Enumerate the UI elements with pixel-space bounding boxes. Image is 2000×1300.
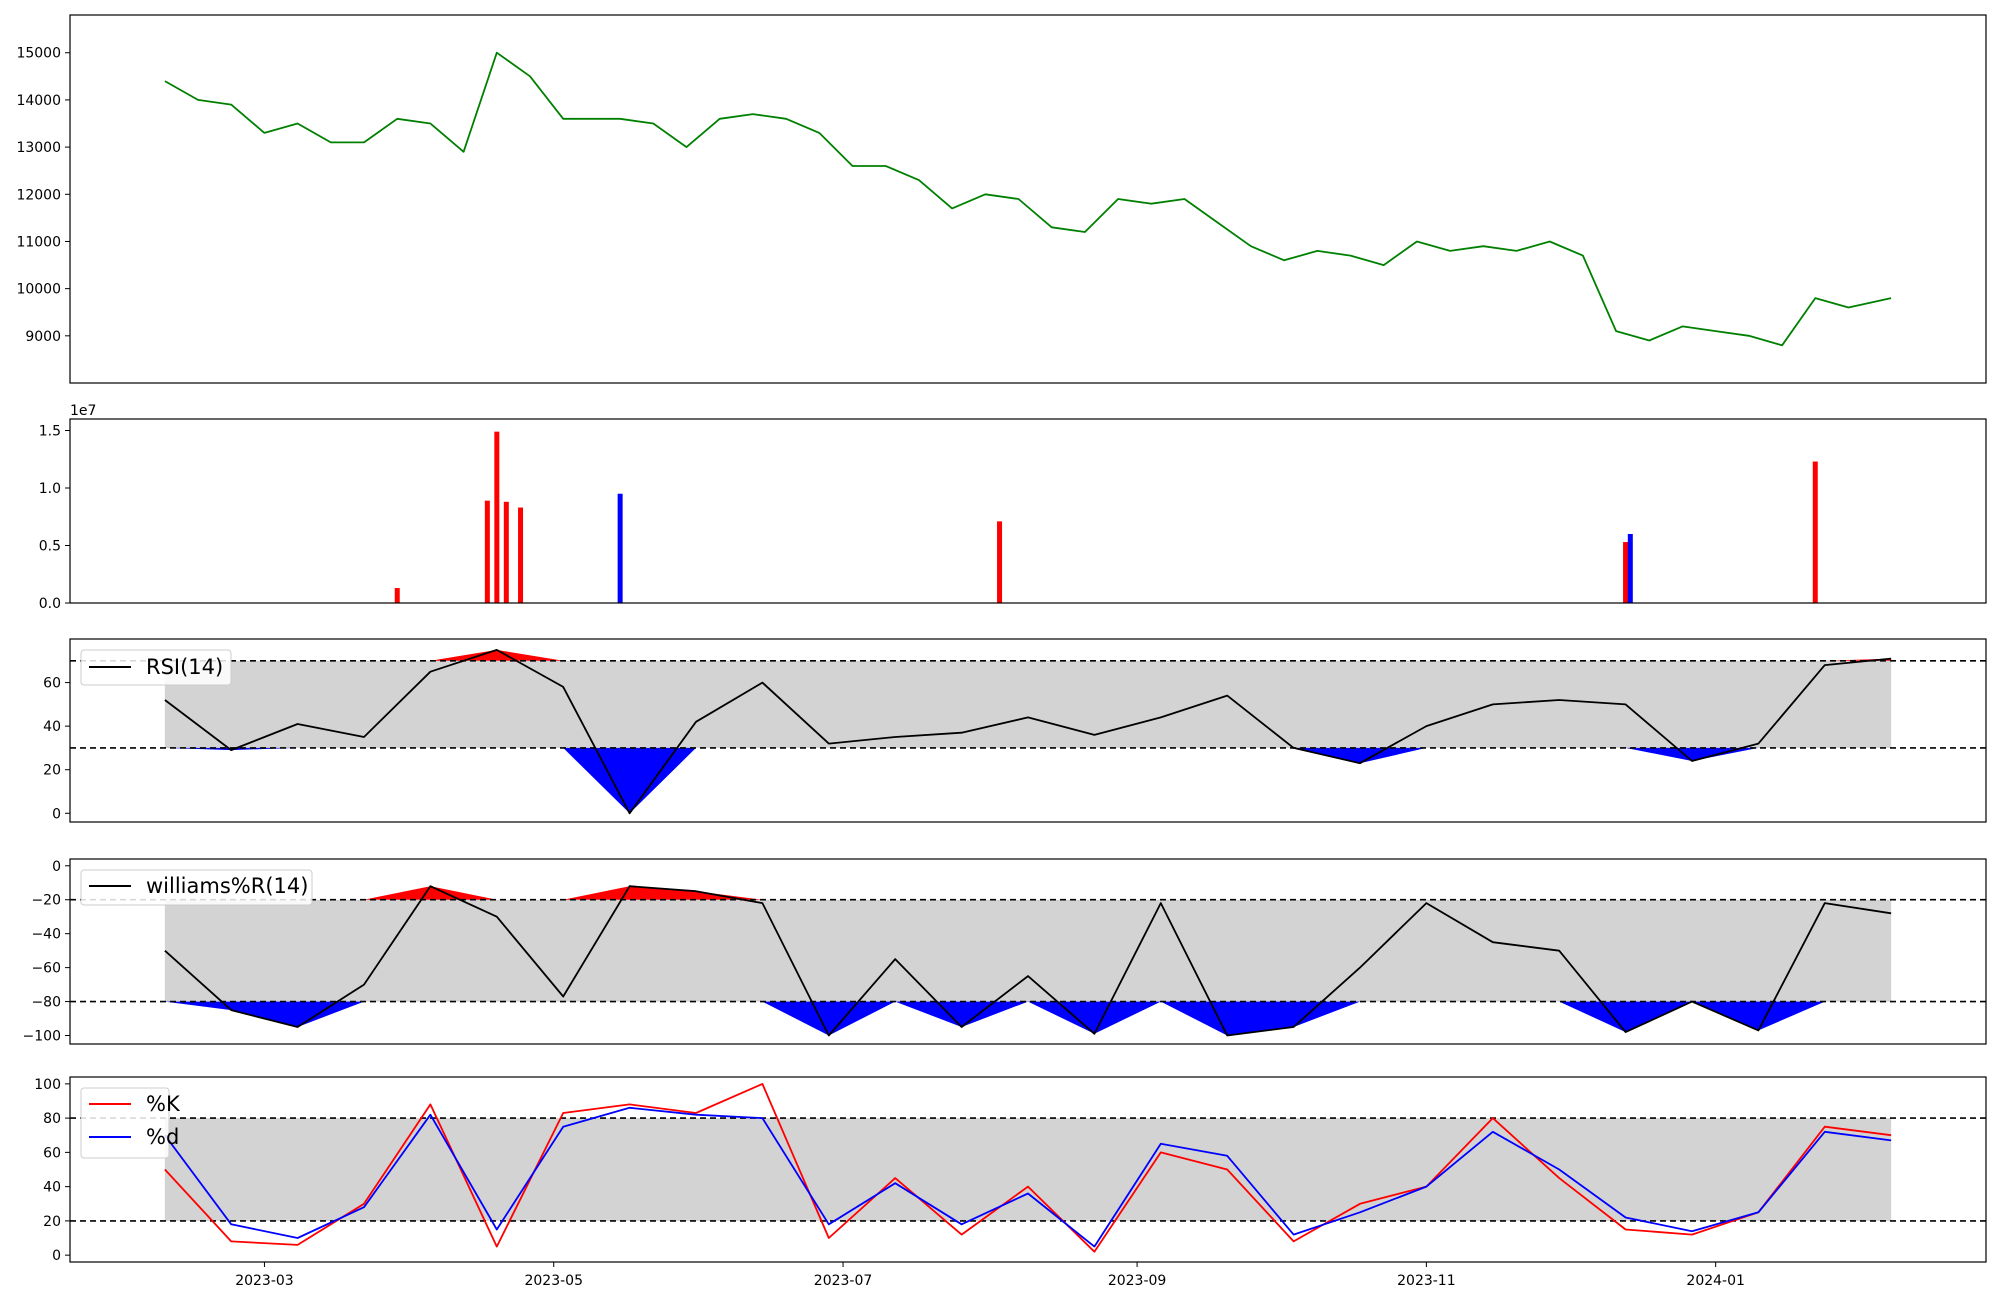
williams-overbought-fill	[164, 886, 1892, 900]
volume-y-tick-label: 1.0	[39, 481, 61, 497]
x-tick-label: 2023-09	[1108, 1273, 1167, 1289]
stochastic-legend-box	[80, 1087, 170, 1159]
stochastic-series-line-1	[164, 1106, 1892, 1248]
williams-axes-frame	[69, 858, 1987, 1045]
volume-bar	[997, 521, 1003, 603]
volume-y-tick-label: 0.5	[39, 539, 61, 555]
volume-axes-background	[70, 419, 1986, 603]
rsi-plot	[70, 649, 1986, 815]
stochastic-y-tick-label: 0	[52, 1248, 61, 1264]
stochastic-plot	[70, 1083, 1986, 1253]
volume-y-ticks: 0.0 0.5 1.0 1.5	[39, 424, 70, 612]
volume-bar	[484, 500, 490, 603]
rsi-legend-label: RSI(14)	[146, 655, 223, 679]
williams-legend-label: williams%R(14)	[146, 874, 308, 898]
price-y-tick-label: 12000	[16, 187, 61, 203]
volume-plot	[394, 431, 1818, 603]
price-axes-background	[70, 15, 1986, 383]
price-y-tick-label: 11000	[16, 234, 61, 250]
rsi-series-line-0	[164, 649, 1892, 815]
stochastic-axes-frame	[69, 1076, 1987, 1263]
volume-bar	[1623, 542, 1629, 603]
volume-bar	[1812, 461, 1818, 603]
williams-y-tick-label: −20	[31, 893, 61, 909]
x-axis-ticks: 2023-03 2023-05 2023-07 2023-09 2023-11 2024-…	[235, 1262, 1745, 1289]
stochastic-y-ticks: 0 20 40 60 80 100	[34, 1077, 70, 1264]
williams-panel: 0 −20 −40 −60 −80 −100 williams%R(14)	[23, 858, 1987, 1045]
volume-panel: 1e7 0.0 0.5 1.0 1.5	[39, 403, 1987, 612]
rsi-oversold-fill	[164, 747, 1892, 814]
rsi-legend-box	[80, 649, 232, 686]
price-panel: 9000 10000 11000 12000 13000 14000 15000	[16, 14, 1987, 384]
volume-bar	[494, 431, 500, 603]
williams-y-tick-label: −40	[31, 927, 61, 943]
rsi-panel: 0 20 40 60 RSI(14)	[43, 638, 1987, 823]
price-y-tick-label: 15000	[16, 46, 61, 62]
stochastic-y-tick-label: 20	[43, 1214, 61, 1230]
rsi-legend: RSI(14)	[80, 649, 232, 686]
price-y-ticks: 9000 10000 11000 12000 13000 14000 15000	[16, 46, 70, 345]
williams-y-tick-label: −100	[23, 1029, 61, 1045]
price-y-tick-label: 10000	[16, 282, 61, 298]
volume-bar	[503, 501, 509, 603]
stochastic-panel: 0 20 40 60 80 100 %K %d	[34, 1076, 1987, 1264]
williams-legend: williams%R(14)	[80, 869, 313, 906]
volume-offset-text: 1e7	[70, 403, 96, 419]
stochastic-legend-k-label: %K	[146, 1092, 181, 1116]
rsi-y-tick-label: 60	[43, 676, 61, 692]
stochastic-legend-d-label: %d	[146, 1125, 179, 1149]
rsi-y-tick-label: 0	[52, 806, 61, 822]
williams-oversold-fill	[164, 1001, 1892, 1036]
rsi-y-ticks: 0 20 40 60	[43, 676, 70, 822]
stochastic-y-tick-label: 100	[34, 1077, 61, 1093]
volume-bar	[394, 588, 400, 603]
x-tick-label: 2024-01	[1686, 1273, 1745, 1289]
williams-plot	[70, 885, 1986, 1037]
rsi-overbought-fill	[164, 649, 1892, 661]
x-tick-label: 2023-05	[524, 1273, 583, 1289]
price-plot	[164, 51, 1892, 347]
price-y-tick-label: 13000	[16, 140, 61, 156]
williams-y-tick-label: −60	[31, 961, 61, 977]
volume-axes-frame	[69, 418, 1987, 604]
x-tick-label: 2023-07	[814, 1273, 873, 1289]
price-y-tick-label: 14000	[16, 93, 61, 109]
volume-bar	[617, 493, 623, 603]
stochastic-y-tick-label: 60	[43, 1145, 61, 1161]
price-axes-frame	[69, 14, 1987, 384]
williams-series-line-0	[164, 885, 1892, 1037]
rsi-y-tick-label: 40	[43, 719, 61, 735]
stochastic-legend: %K %d	[80, 1087, 181, 1159]
williams-band	[164, 899, 1892, 1002]
volume-y-tick-label: 0.0	[39, 596, 61, 612]
x-tick-label: 2023-03	[235, 1273, 294, 1289]
williams-y-tick-label: 0	[52, 859, 61, 875]
volume-bar	[518, 507, 524, 603]
stochastic-band	[164, 1118, 1892, 1221]
stochastic-y-tick-label: 40	[43, 1180, 61, 1196]
volume-y-tick-label: 1.5	[39, 424, 61, 440]
williams-y-ticks: 0 −20 −40 −60 −80 −100	[23, 859, 70, 1045]
stochastic-y-tick-label: 80	[43, 1111, 61, 1127]
volume-bar	[1627, 534, 1633, 603]
rsi-axes-frame	[69, 638, 1987, 823]
rsi-band	[164, 660, 1892, 748]
williams-y-tick-label: −80	[31, 995, 61, 1011]
price-y-tick-label: 9000	[25, 329, 61, 345]
x-tick-label: 2023-11	[1397, 1273, 1456, 1289]
price-line	[164, 51, 1892, 347]
rsi-y-tick-label: 20	[43, 763, 61, 779]
williams-legend-box	[80, 869, 313, 906]
